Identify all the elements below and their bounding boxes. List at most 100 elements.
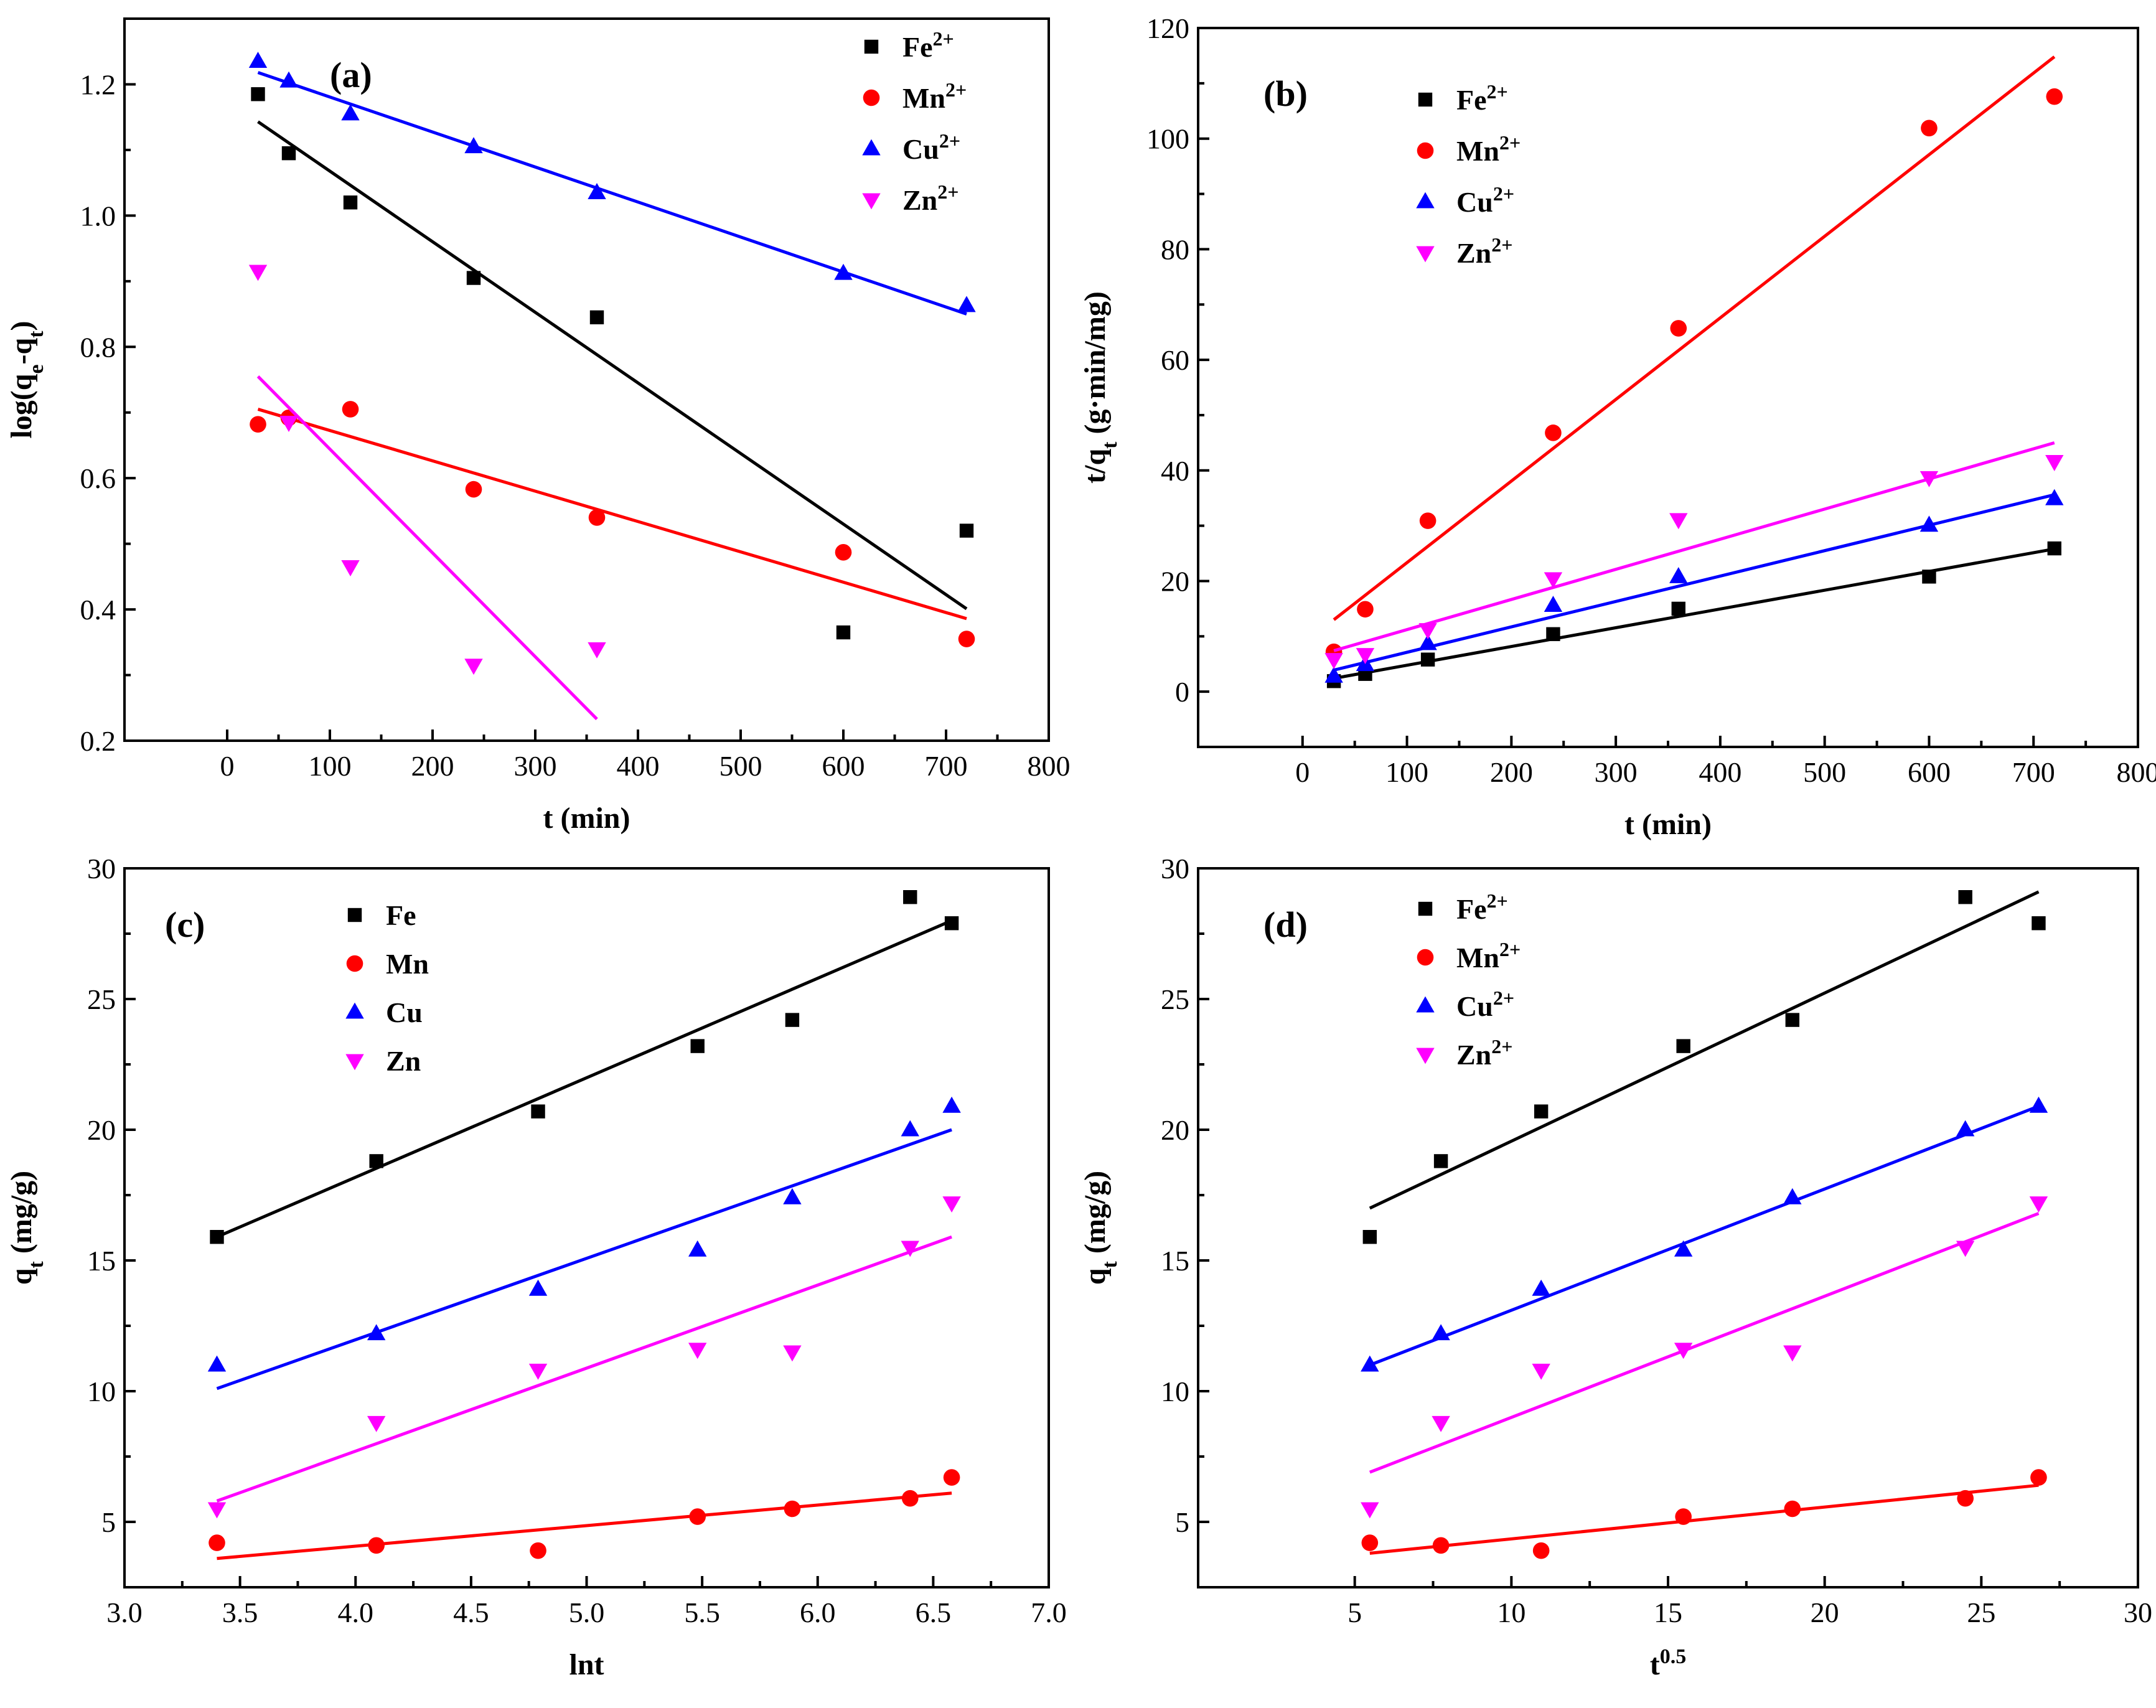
data-point-fe xyxy=(589,310,604,325)
data-point-zn xyxy=(464,659,483,675)
data-point-zn xyxy=(1418,623,1437,640)
y-axis-label: t/qt (g·min/mg) xyxy=(1079,291,1122,484)
legend-label-cu: Cu2+ xyxy=(902,129,960,165)
series-cu xyxy=(207,1096,961,1391)
series-zn xyxy=(1361,1196,2048,1519)
legend-label-mn: Mn2+ xyxy=(1456,131,1521,167)
y-tick-label: 15 xyxy=(87,1245,116,1277)
panel-b: 0 100 200 300 400 500 600 700 800 0 20 40 60 80 100 120… xyxy=(1079,12,2156,841)
data-point-mn xyxy=(784,1500,801,1518)
x-tick-label: 400 xyxy=(1699,756,1741,788)
data-point-zn xyxy=(901,1241,919,1257)
data-point-zn xyxy=(783,1345,802,1362)
x-axis-label: t (min) xyxy=(1624,808,1712,841)
data-point-mn xyxy=(1921,120,1938,137)
y-tick-label: 20 xyxy=(1161,1114,1189,1146)
data-point-zn xyxy=(528,1363,548,1380)
data-point-mn xyxy=(530,1542,546,1559)
series-mn xyxy=(250,401,975,647)
data-point-cu xyxy=(1783,1188,1802,1204)
x-tick-label: 3.0 xyxy=(106,1597,143,1628)
legend-label-cu: Cu2+ xyxy=(1456,987,1514,1022)
x-tick-label: 5 xyxy=(1348,1597,1362,1628)
y-axis-label: qt (mg/g) xyxy=(5,1171,48,1285)
legend-label-fe: Fe2+ xyxy=(902,27,954,63)
series-fe xyxy=(251,87,974,640)
data-point-mn xyxy=(2030,1469,2047,1486)
legend-label-fe: Fe xyxy=(386,899,416,931)
data-point-cu xyxy=(248,52,268,68)
data-point-mn xyxy=(588,509,606,526)
x-tick-label: 600 xyxy=(822,750,865,782)
data-point-mn xyxy=(368,1537,385,1554)
y-tick-label: 5 xyxy=(1175,1506,1189,1538)
data-point-zn xyxy=(341,560,360,576)
data-point-cu xyxy=(2045,489,2064,505)
data-point-cu xyxy=(688,1240,707,1257)
x-tick-label: 100 xyxy=(309,750,352,782)
data-point-zn xyxy=(1783,1345,1802,1362)
x-tick-label: 700 xyxy=(925,750,968,782)
panel-a: 0 100 200 300 400 500 600 700 800 0.2 0.4 0.6 0.8 1.0… xyxy=(5,17,1071,835)
data-point-mn xyxy=(958,631,975,647)
plot-frame xyxy=(1197,867,2139,1588)
data-point-mn xyxy=(2046,88,2063,105)
data-point-cu xyxy=(1919,515,1939,532)
x-tick-label: 600 xyxy=(1908,756,1951,788)
series-zn xyxy=(1324,441,2064,670)
y-tick-label: 5 xyxy=(101,1506,116,1538)
x-tick-label: 6.0 xyxy=(800,1597,836,1628)
y-tick-label: 0.4 xyxy=(80,594,116,626)
legend-label-cu: Cu xyxy=(386,997,423,1028)
data-point-zn xyxy=(1532,1363,1550,1380)
data-point-mn xyxy=(1670,320,1687,337)
fit-line-fe xyxy=(1333,547,2055,680)
x-tick-label: 15 xyxy=(1654,1597,1682,1628)
y-tick-label: 25 xyxy=(1161,983,1189,1015)
legend-label-zn: Zn2+ xyxy=(1456,233,1513,269)
data-point-zn xyxy=(2029,1196,2048,1213)
legend-label-mn: Mn xyxy=(386,948,429,980)
legend-label-fe: Fe2+ xyxy=(1456,80,1508,116)
data-point-cu xyxy=(1324,666,1343,683)
data-point-cu xyxy=(207,1355,227,1372)
data-point-mn xyxy=(1545,425,1562,441)
data-point-fe xyxy=(1420,652,1435,667)
data-point-fe xyxy=(251,87,265,101)
data-point-fe xyxy=(836,625,851,640)
data-point-zn xyxy=(1324,653,1343,670)
series-fe xyxy=(1362,890,2046,1244)
x-axis-label: t0.5 xyxy=(1650,1645,1686,1682)
data-point-cu xyxy=(1544,596,1563,612)
fit-line-zn xyxy=(216,1235,952,1503)
x-tick-label: 5.5 xyxy=(684,1597,720,1628)
y-tick-label: 0 xyxy=(1175,676,1189,708)
data-point-zn xyxy=(688,1343,707,1359)
x-tick-label: 800 xyxy=(1028,750,1071,782)
legend-label-zn: Zn2+ xyxy=(1456,1035,1513,1071)
plot-frame xyxy=(123,867,1050,1588)
panel-c: 3.0 3.5 4.0 4.5 5.0 5.5 6.0 6.5 7.0 5 10 15 20 25 30 ln… xyxy=(5,853,1067,1681)
y-tick-label: 15 xyxy=(1161,1245,1189,1277)
x-tick-label: 3.5 xyxy=(222,1597,258,1628)
y-axis-label: log(qe-qt) xyxy=(5,321,48,438)
data-point-zn xyxy=(1361,1502,1379,1519)
y-tick-label: 40 xyxy=(1161,455,1189,487)
fit-line-zn xyxy=(1333,441,2055,652)
data-point-cu xyxy=(1669,566,1688,583)
data-point-fe xyxy=(1785,1013,1800,1027)
data-point-fe xyxy=(959,523,974,538)
legend-marker-mn xyxy=(863,89,880,106)
fit-line-cu xyxy=(216,1128,952,1391)
data-point-fe xyxy=(281,146,296,161)
x-tick-label: 200 xyxy=(1490,756,1533,788)
data-point-fe xyxy=(690,1039,705,1053)
data-point-mn xyxy=(901,1490,919,1507)
data-point-mn xyxy=(1675,1508,1692,1525)
legend-marker-cu xyxy=(1416,192,1435,209)
data-point-mn xyxy=(1957,1490,1974,1507)
data-point-fe xyxy=(2032,916,2046,931)
data-point-cu xyxy=(464,137,483,154)
data-point-mn xyxy=(250,416,266,433)
